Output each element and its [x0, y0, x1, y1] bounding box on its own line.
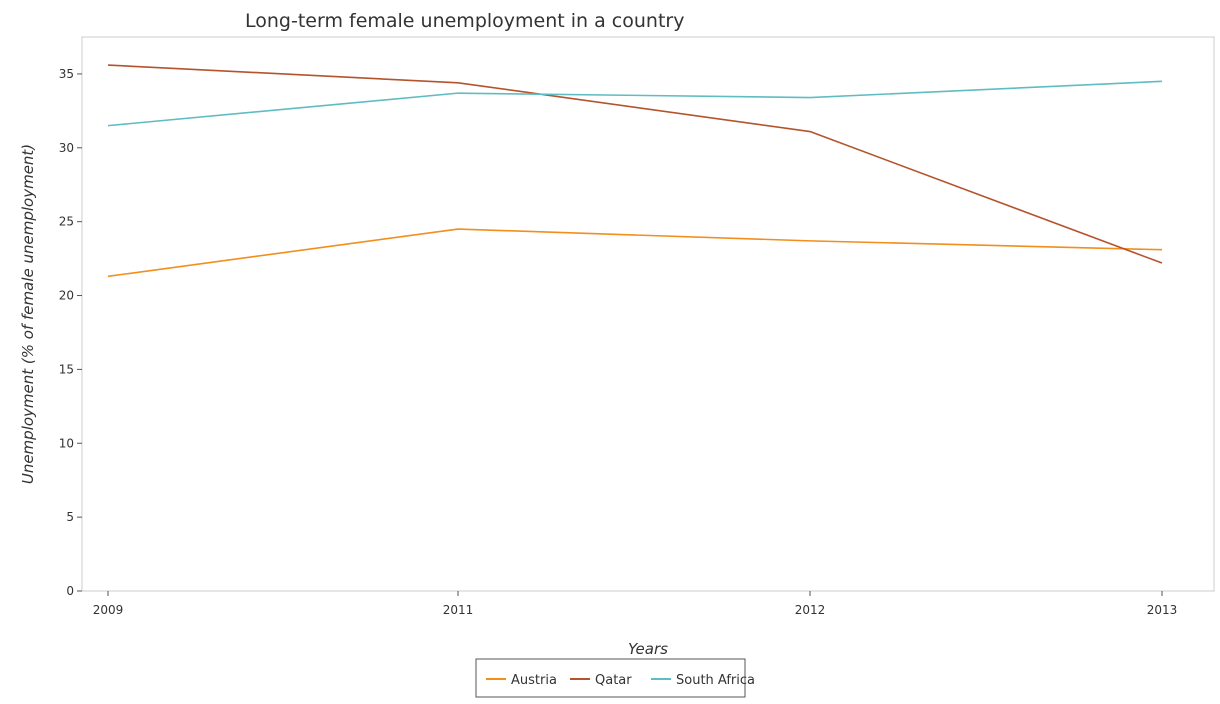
x-tick-label: 2009 — [93, 603, 124, 617]
legend-label-south-africa: South Africa — [676, 673, 755, 688]
series-line-austria — [107, 228, 1163, 278]
y-tick-label: 20 — [59, 289, 74, 303]
legend-label-austria: Austria — [511, 673, 557, 688]
y-tick-label: 35 — [59, 67, 74, 81]
x-axis-ticks: 2009 2011 2012 2013 — [93, 591, 1178, 617]
x-tick-label: 2012 — [795, 603, 826, 617]
y-axis-ticks: 0 5 10 15 20 25 30 35 — [59, 67, 82, 598]
series-lines — [107, 64, 1163, 278]
legend: Austria Qatar South Africa — [475, 658, 755, 698]
y-tick-label: 25 — [59, 215, 74, 229]
y-tick-label: 5 — [66, 510, 74, 524]
y-tick-label: 0 — [66, 584, 74, 598]
x-axis-label: Years — [628, 640, 668, 658]
series-line-qatar — [107, 64, 1163, 264]
y-axis-label: Unemployment (% of female unemployment) — [19, 144, 37, 484]
legend-label-qatar: Qatar — [595, 673, 632, 688]
chart-title: Long-term female unemployment in a count… — [245, 10, 684, 32]
y-tick-label: 30 — [59, 141, 74, 155]
series-line-south-africa — [107, 80, 1163, 127]
plot-area — [81, 36, 1215, 592]
y-tick-label: 15 — [59, 362, 74, 376]
legend-box — [475, 658, 746, 698]
y-tick-label: 10 — [59, 436, 74, 450]
x-tick-label: 2013 — [1147, 603, 1178, 617]
x-tick-label: 2011 — [443, 603, 474, 617]
